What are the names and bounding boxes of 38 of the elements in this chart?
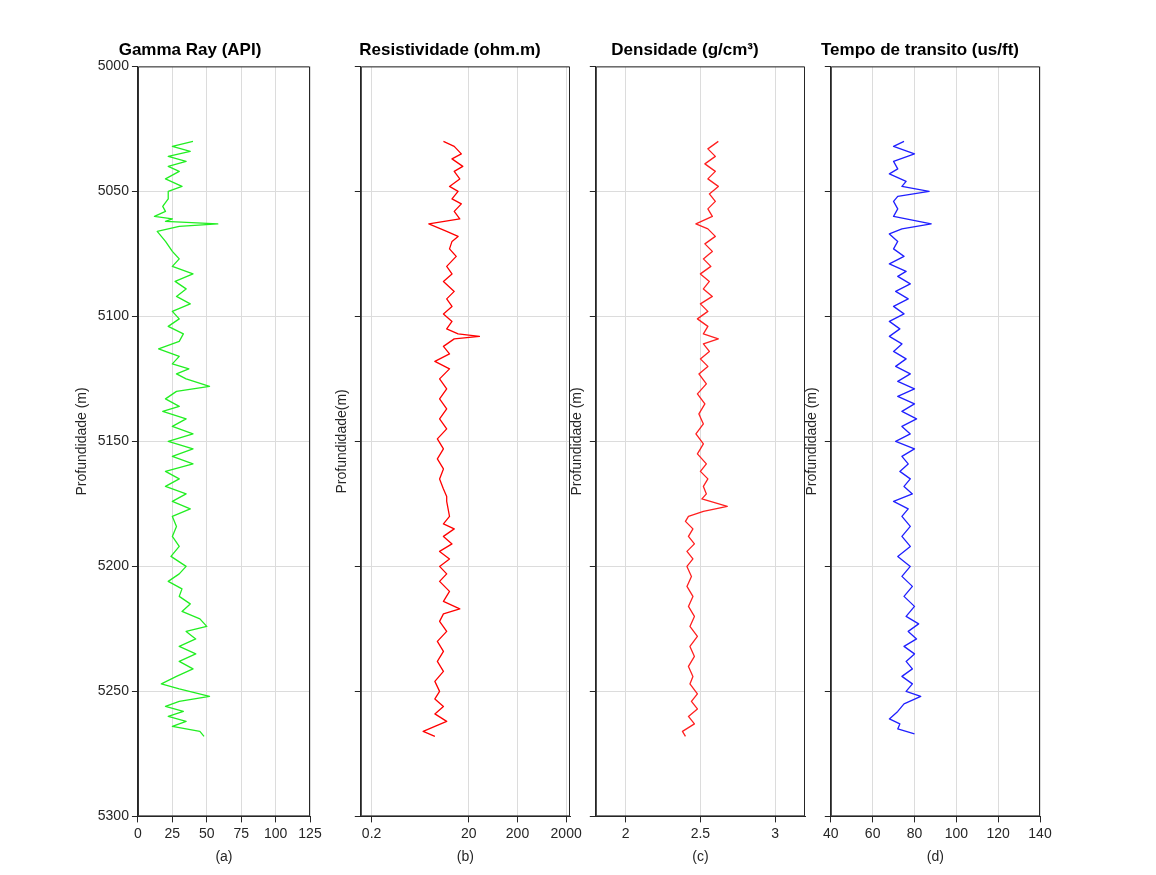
x-tick-label: 50 [198,824,215,841]
x-axis-title: (c) [692,848,709,865]
x-tick-label: 60 [864,824,881,841]
x-tick-label: 2 [621,824,630,841]
y-axis-title: Profundidade (m) [568,387,585,496]
y-tick-label: 5100 [97,307,130,324]
chart-title: Resistividade (ohm.m) [359,39,541,59]
x-tick-label: 20 [461,824,477,841]
y-axis-title: Profundidade(m) [333,389,350,494]
chart-title: Gamma Ray (API) [118,39,262,59]
x-tick-label: 200 [505,824,530,841]
x-tick-label: 2.5 [690,824,711,841]
x-tick-label: 0 [134,824,143,841]
x-axis-title: (d) [926,848,944,865]
x-axis-title: (a) [215,848,233,865]
y-axis-title: Profundidade (m) [803,387,820,496]
x-axis-title: (b) [456,848,474,865]
x-tick-label: 25 [164,824,181,841]
x-tick-label: 125 [298,824,322,841]
chart-title: Tempo de transito (us/ft) [820,39,1020,59]
y-tick-label: 5000 [97,57,130,74]
chart-title: Densidade (g/cm³) [611,39,759,59]
x-tick-label: 100 [263,824,288,841]
x-tick-label: 80 [906,824,923,841]
x-tick-label: 100 [944,824,969,841]
x-tick-label: 120 [986,824,1011,841]
x-tick-label: 75 [233,824,250,841]
y-axis-title: Profundidade (m) [73,387,90,496]
x-tick-label: 40 [823,824,839,841]
x-tick-label: 2000 [550,824,582,841]
y-tick-label: 5300 [97,807,130,824]
y-tick-label: 5150 [97,432,130,449]
x-tick-label: 3 [771,824,780,841]
x-tick-label: 0.2 [361,824,382,841]
y-tick-label: 5250 [97,682,130,699]
x-tick-label: 140 [1028,824,1052,841]
y-tick-label: 5200 [97,557,130,574]
y-tick-label: 5050 [97,182,130,199]
